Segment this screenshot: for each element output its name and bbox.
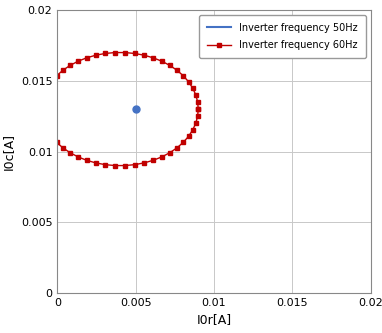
- Inverter frequency 60Hz: [196, 107, 201, 111]
- Inverter frequency 60Hz: [84, 56, 89, 60]
- Inverter frequency 60Hz: [196, 107, 201, 111]
- Inverter frequency 60Hz: [113, 164, 117, 167]
- Inverter frequency 60Hz: [195, 114, 200, 118]
- Inverter frequency 60Hz: [76, 59, 80, 63]
- Line: Inverter frequency 60Hz: Inverter frequency 60Hz: [40, 51, 200, 167]
- Inverter frequency 60Hz: [132, 52, 137, 56]
- Inverter frequency 60Hz: [123, 51, 127, 55]
- Inverter frequency 60Hz: [123, 164, 127, 167]
- Legend: Inverter frequency 50Hz, Inverter frequency 60Hz: Inverter frequency 50Hz, Inverter freque…: [199, 15, 366, 58]
- X-axis label: I0r[A]: I0r[A]: [196, 313, 231, 326]
- Inverter frequency 60Hz: [84, 158, 89, 162]
- Y-axis label: I0c[A]: I0c[A]: [2, 133, 15, 170]
